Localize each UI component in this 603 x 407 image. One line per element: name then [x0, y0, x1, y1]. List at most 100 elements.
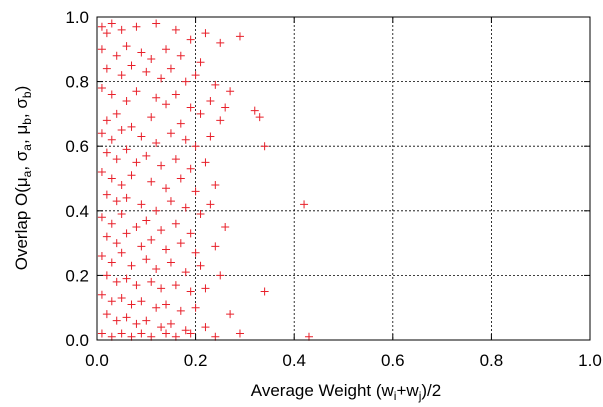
data-point [216, 116, 225, 125]
data-point [201, 323, 210, 332]
y-axis-sep3: , [12, 109, 31, 118]
data-point [102, 190, 111, 199]
data-point [127, 171, 136, 180]
data-point [112, 155, 121, 164]
data-point [137, 48, 146, 57]
data-point [181, 77, 190, 86]
data-point [196, 109, 205, 118]
data-point [117, 180, 126, 189]
data-point [97, 290, 106, 299]
data-point [142, 151, 151, 160]
data-point [112, 316, 121, 325]
data-point [221, 103, 230, 112]
data-point [152, 206, 161, 215]
data-point [157, 323, 166, 332]
data-point [107, 219, 116, 228]
data-point [122, 313, 131, 322]
data-point [157, 284, 166, 293]
data-point [181, 203, 190, 212]
data-point [97, 168, 106, 177]
data-point [196, 58, 205, 67]
y-axis-label: Overlap O(μa, σa, μb, σb) [12, 86, 34, 271]
data-point [102, 148, 111, 157]
data-point [176, 174, 185, 183]
data-point [201, 284, 210, 293]
data-point [122, 229, 131, 238]
data-point [171, 219, 180, 228]
y-axis-sep2: , [12, 135, 31, 144]
y-tick-label: 0.2 [65, 266, 89, 285]
data-point [117, 210, 126, 219]
data-point [166, 258, 175, 267]
data-point [166, 129, 175, 138]
data-point [206, 132, 215, 141]
data-point [226, 310, 235, 319]
data-point [176, 51, 185, 60]
data-point [137, 200, 146, 209]
y-axis-sep1: , [12, 161, 31, 170]
data-point [132, 319, 141, 328]
data-point [191, 248, 200, 257]
x-axis-label-sub2: j [418, 389, 422, 403]
x-tick-label: 0.6 [381, 351, 405, 370]
data-point [186, 164, 195, 173]
data-point [152, 138, 161, 147]
data-point [181, 326, 190, 335]
y-axis-label-post: ) [12, 86, 31, 92]
data-point [260, 142, 269, 151]
data-point [132, 22, 141, 31]
data-point [97, 213, 106, 222]
data-point [162, 300, 171, 309]
data-point [191, 142, 200, 151]
data-point [171, 155, 180, 164]
data-point [152, 264, 161, 273]
y-axis-sigma-a: σ [12, 150, 31, 161]
data-point [162, 45, 171, 54]
data-points [97, 19, 313, 341]
data-point [147, 113, 156, 122]
data-point [122, 145, 131, 154]
data-point [117, 126, 126, 135]
x-axis-label: Average Weight (wi+wj)/2 [251, 381, 441, 403]
data-point [147, 177, 156, 186]
data-point [117, 248, 126, 257]
data-point [137, 329, 146, 338]
data-point [97, 129, 106, 138]
data-point [142, 67, 151, 76]
data-point [186, 229, 195, 238]
x-tick-label: 0.8 [480, 351, 504, 370]
data-point [211, 242, 220, 251]
data-point [211, 332, 220, 341]
data-point [97, 252, 106, 261]
data-point [201, 29, 210, 38]
data-point [132, 222, 141, 231]
data-point [132, 281, 141, 290]
y-tick-label: 0.0 [65, 331, 89, 350]
ticks: 0.0 0.2 0.4 0.6 0.8 1.0 0.0 0.2 0.4 0.6 0.8 1.0 [65, 8, 601, 370]
y-axis-mu-b: μ [12, 125, 31, 135]
data-point [162, 329, 171, 338]
x-tick-label: 0.4 [282, 351, 306, 370]
data-point [107, 332, 116, 341]
data-point [102, 310, 111, 319]
data-point [191, 71, 200, 80]
data-point [97, 45, 106, 54]
data-point [152, 19, 161, 28]
y-tick-label: 1.0 [65, 8, 89, 27]
data-point [107, 90, 116, 99]
x-tick-label: 1.0 [578, 351, 602, 370]
data-point [260, 287, 269, 296]
y-axis-label-pre: Overlap O( [12, 187, 31, 270]
x-axis-label-mid: +w [396, 381, 419, 400]
data-point [171, 90, 180, 99]
plot-frame [96, 16, 591, 341]
data-point [191, 187, 200, 196]
data-point [102, 116, 111, 125]
data-point [112, 197, 121, 206]
data-point [171, 25, 180, 34]
data-point [152, 93, 161, 102]
x-tick-label: 0.0 [85, 351, 109, 370]
data-point [181, 135, 190, 144]
data-point [152, 303, 161, 312]
